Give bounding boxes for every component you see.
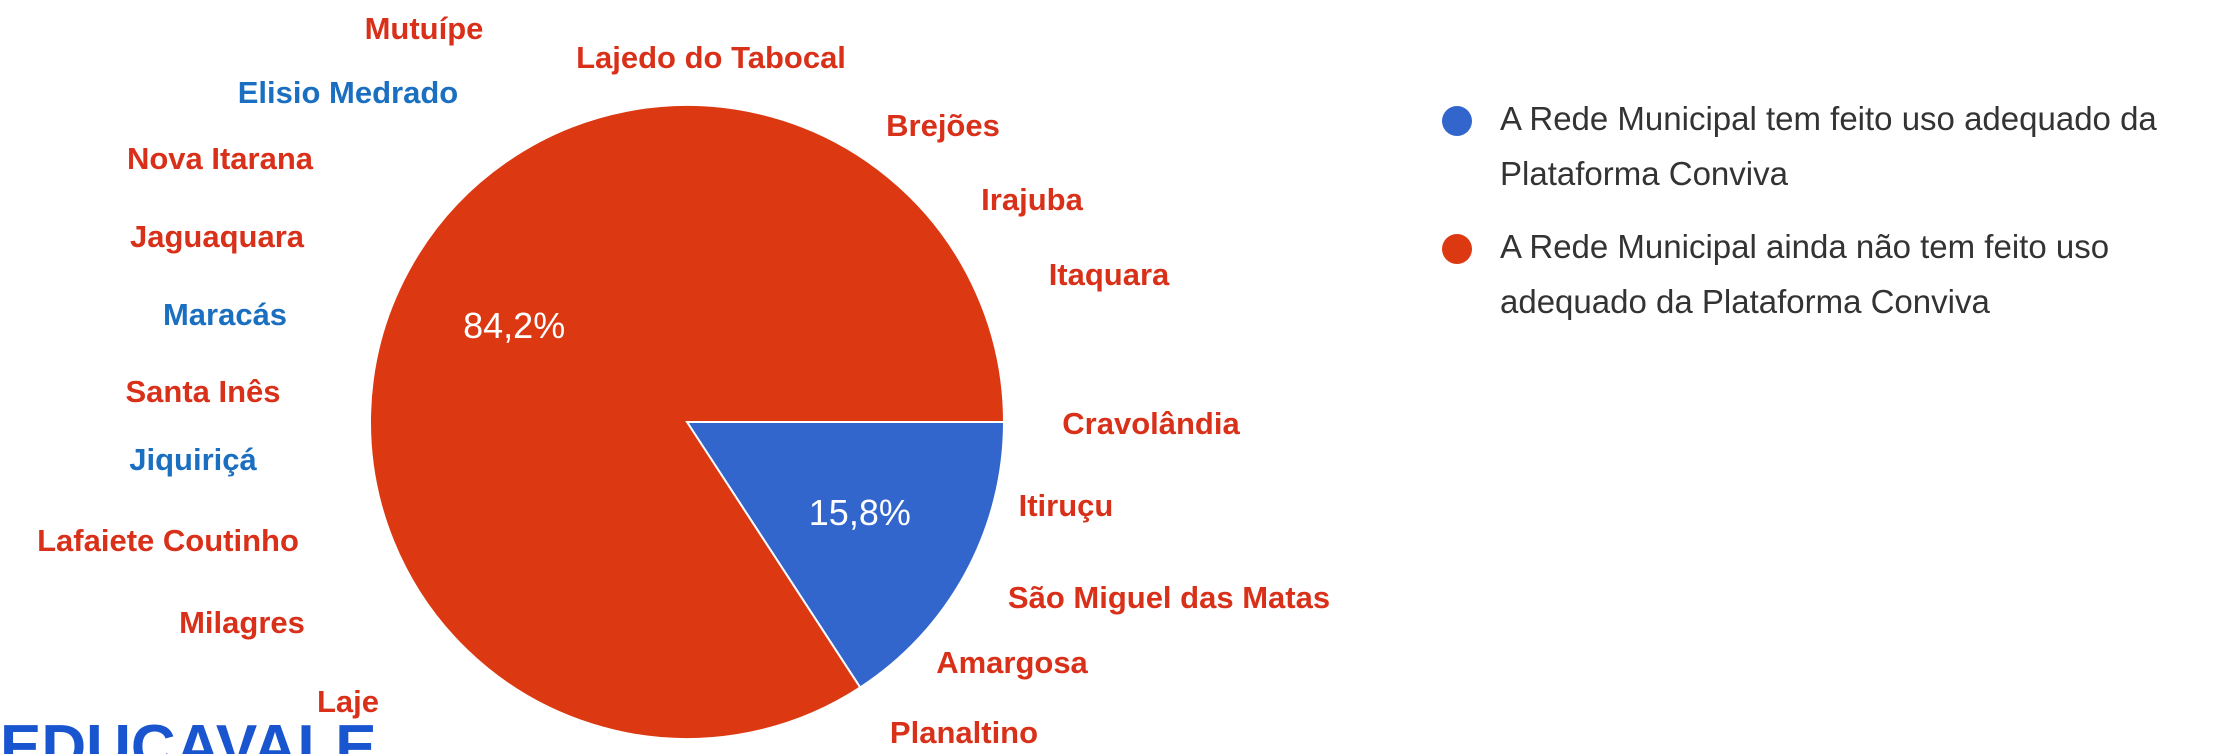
- city-label: Amargosa: [936, 645, 1088, 680]
- legend-label: A Rede Municipal tem feito uso adequado …: [1500, 100, 2166, 192]
- city-label: Cravolândia: [1062, 406, 1240, 441]
- city-label: Jiquiriçá: [129, 442, 257, 477]
- city-label: Elisio Medrado: [238, 75, 458, 110]
- legend-line: Plataforma Conviva: [1500, 155, 1789, 192]
- legend-marker: [1442, 106, 1472, 136]
- legend-line: A Rede Municipal ainda não tem feito uso: [1500, 228, 2118, 265]
- city-label: Maracás: [163, 297, 287, 332]
- legend-line: adequado da Plataforma Conviva: [1500, 283, 1990, 320]
- slice-label: 84,2%: [463, 305, 565, 346]
- city-label: Santa Inês: [125, 374, 280, 409]
- city-label: São Miguel das Matas: [1008, 580, 1330, 615]
- city-label: Lafaiete Coutinho: [37, 523, 299, 558]
- city-label: Itiruçu: [1019, 488, 1114, 523]
- city-label: Itaquara: [1049, 257, 1170, 292]
- city-label: Jaguaquara: [130, 219, 305, 254]
- city-label: Irajuba: [981, 182, 1083, 217]
- city-label: Milagres: [179, 605, 305, 640]
- city-label: Lajedo do Tabocal: [576, 40, 846, 75]
- legend-marker: [1442, 234, 1472, 264]
- city-label: Mutuípe: [365, 11, 484, 46]
- slice-label: 15,8%: [809, 492, 911, 533]
- city-label: Planaltino: [890, 715, 1038, 750]
- pie-slice: [685, 421, 1006, 689]
- legend-line: A Rede Municipal tem feito uso adequado …: [1500, 100, 2166, 137]
- legend-label: A Rede Municipal ainda não tem feito uso…: [1500, 228, 2118, 320]
- watermark: EDUCAVALE: [0, 713, 377, 754]
- city-label: Nova Itarana: [127, 141, 314, 176]
- city-label: Laje: [317, 684, 379, 719]
- pie-slice: [369, 104, 1006, 740]
- city-label: Brejões: [886, 108, 1000, 143]
